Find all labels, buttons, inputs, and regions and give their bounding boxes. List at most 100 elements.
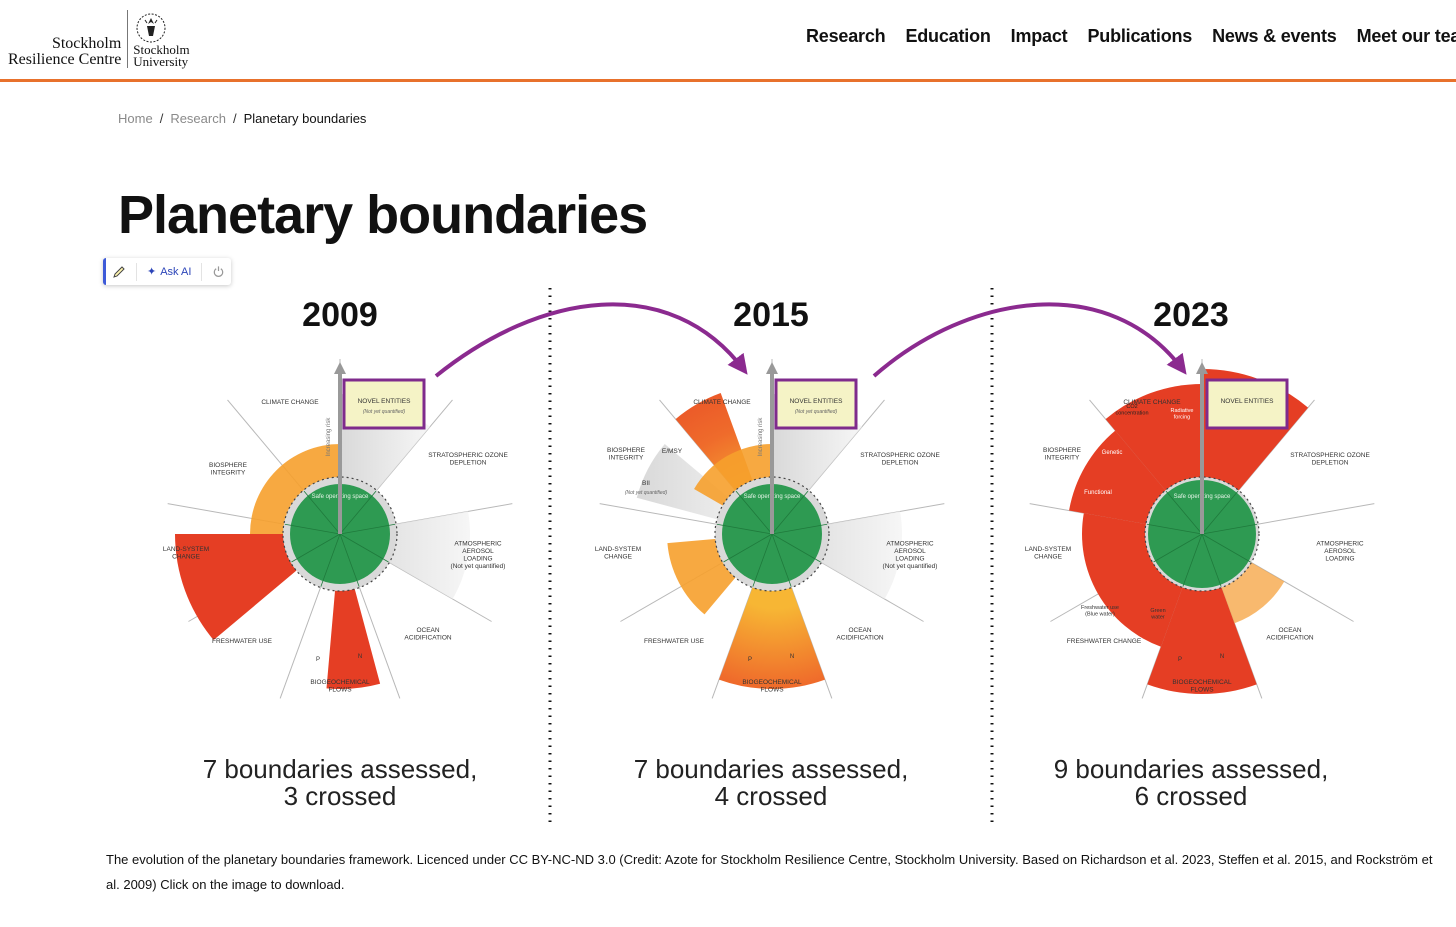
novel-entities-label: NOVEL ENTITIES	[790, 398, 844, 405]
safe-gridline	[1165, 490, 1203, 535]
safe-gridline	[1201, 490, 1239, 535]
label-genetic: Genetic	[1102, 450, 1123, 456]
label-biosphere-integrity: BIOSPHERE INTEGRITY	[607, 447, 646, 462]
wedge-biogeochemical	[1147, 534, 1257, 694]
nav-impact[interactable]: Impact	[1010, 26, 1068, 46]
label-ocean-acidification: OCEAN ACIDIFICATION	[1266, 627, 1313, 642]
su-line1: Stockholm	[133, 42, 190, 57]
label-blue-water: Freshwater use (Blue water)	[1081, 605, 1119, 618]
safe-gridline	[771, 533, 792, 587]
label-phosphorus: P	[748, 657, 752, 663]
safe-gridline	[723, 533, 773, 563]
novel-entities-label: NOVEL ENTITIES	[1221, 398, 1275, 405]
logo-line2: Resilience Centre	[8, 51, 122, 68]
label-ozone-depletion: STRATOSPHERIC OZONE DEPLETION	[1290, 452, 1370, 467]
label-emsy: E/MSY	[662, 448, 683, 455]
label-land-system-change: LAND-SYSTEM CHANGE	[595, 546, 641, 561]
site-logo[interactable]: Stockholm Resilience Centre Stockholm Un…	[8, 8, 190, 68]
safe-gridline	[1182, 533, 1203, 587]
boundary-circle	[282, 476, 398, 592]
label-climate-change: CLIMATE CHANGE	[1123, 399, 1181, 406]
transition-arrow	[434, 302, 748, 378]
logo-divider	[127, 10, 129, 68]
label-aerosol-loading: ATMOSPHERIC AEROSOL LOADING (Not yet quanti…	[883, 541, 938, 571]
label-land-system-change: LAND-SYSTEM CHANGE	[163, 546, 209, 561]
toolbar-divider	[136, 262, 137, 281]
toolbar-divider	[201, 262, 203, 281]
label-freshwater: FRESHWATER USE	[644, 638, 705, 645]
ask-ai-label: Ask AI	[160, 265, 192, 278]
label-biogeochemical-flows: BIOGEOCHEMICAL FLOWS	[742, 679, 802, 694]
label-nitrogen: N	[358, 654, 362, 660]
boundary-circle	[1144, 476, 1260, 592]
nav-research[interactable]: Research	[806, 26, 886, 46]
safe-gridline	[1201, 533, 1222, 587]
novel-entities-sublabel: (Not yet quantified)	[795, 409, 838, 415]
safe-gridline	[771, 490, 809, 535]
safe-gridline	[339, 490, 377, 535]
panel-summary-line1: 9 boundaries assessed,	[1054, 754, 1329, 784]
power-icon	[214, 266, 224, 277]
label-freshwater: FRESHWATER USE	[212, 638, 273, 645]
novel-entities-box	[774, 378, 858, 430]
novel-entities-box	[342, 378, 426, 430]
label-phosphorus: P	[316, 657, 320, 663]
label-aerosol-loading: ATMOSPHERIC AEROSOL LOADING	[1316, 541, 1363, 563]
label-co2: CO2 concentration	[1115, 404, 1148, 417]
logo-line1: Stockholm	[51, 35, 122, 52]
panel-summary-line1: 7 boundaries assessed,	[203, 754, 478, 784]
safe-gridline	[752, 533, 773, 587]
safe-gridline	[339, 533, 389, 563]
label-land-system-change: LAND-SYSTEM CHANGE	[1025, 546, 1071, 561]
label-radiative-forcing: Radiative forcing	[1171, 408, 1194, 421]
label-nitrogen: N	[1220, 654, 1224, 660]
safe-gridline	[1146, 523, 1203, 535]
label-ocean-acidification: OCEAN ACIDIFICATION	[836, 627, 883, 642]
safe-gridline	[716, 523, 773, 535]
novel-entities-sublabel: (Not yet quantified)	[363, 409, 406, 415]
safe-gridline	[1201, 523, 1258, 535]
nav-publications[interactable]: Publications	[1087, 26, 1193, 46]
label-biogeochemical-flows: BIOGEOCHEMICAL FLOWS	[1172, 679, 1232, 694]
page-title: Planetary boundaries	[118, 185, 648, 245]
nav-news-events[interactable]: News & events	[1212, 26, 1337, 46]
label-ozone-depletion: STRATOSPHERIC OZONE DEPLETION	[860, 452, 940, 467]
main-nav: Research Education Impact Publications N…	[806, 26, 1456, 47]
su-line2: University	[133, 54, 189, 69]
label-green-water: Green water	[1150, 608, 1165, 621]
safe-gridline	[284, 523, 341, 535]
safe-gridline	[339, 523, 396, 535]
label-biogeochemical-flows: BIOGEOCHEMICAL FLOWS	[310, 679, 370, 694]
breadcrumb-current: Planetary boundaries	[243, 111, 367, 126]
panel-year: 2015	[733, 296, 809, 334]
label-bii-note: (Not yet quantified)	[625, 490, 668, 496]
ask-ai-button[interactable]: ✦ Ask AI	[147, 265, 192, 279]
sparkle-icon: ✦	[147, 266, 157, 278]
novel-entities-label: NOVEL ENTITIES	[358, 398, 412, 405]
safe-gridline	[735, 490, 773, 535]
nav-meet-our-team[interactable]: Meet our tea	[1356, 26, 1456, 46]
label-climate-change: CLIMATE CHANGE	[693, 399, 751, 406]
nav-education[interactable]: Education	[905, 26, 991, 46]
label-biosphere-integrity: BIOSPHERE INTEGRITY	[1043, 447, 1082, 462]
label-aerosol-loading: ATMOSPHERIC AEROSOL LOADING (Not yet quanti…	[451, 541, 506, 571]
breadcrumb-research[interactable]: Research	[170, 111, 226, 126]
safe-gridline	[291, 533, 341, 563]
edit-button[interactable]	[112, 265, 126, 279]
panel-summary-line2: 4 crossed	[715, 781, 828, 811]
risk-axis-arrow-icon	[334, 362, 346, 374]
breadcrumb-home[interactable]: Home	[118, 111, 153, 126]
university-seal-icon	[136, 13, 166, 43]
risk-axis-arrow-icon	[766, 362, 778, 374]
label-bii: BII	[642, 480, 650, 487]
power-button[interactable]	[212, 265, 225, 278]
wedge-biogeochemical	[718, 534, 826, 689]
panel-summary-line1: 7 boundaries assessed,	[634, 754, 909, 784]
safe-gridline	[771, 523, 828, 535]
su-logo-text: Stockholm University	[133, 12, 190, 69]
label-freshwater: FRESHWATER CHANGE	[1067, 638, 1142, 645]
novel-entities-box	[1205, 378, 1289, 430]
